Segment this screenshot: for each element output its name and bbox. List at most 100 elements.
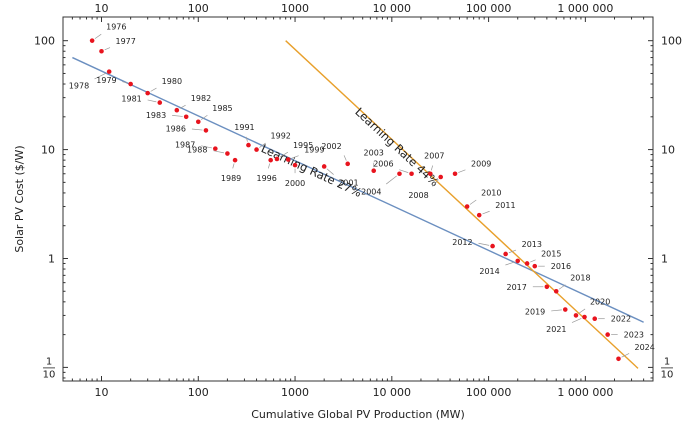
label-leader xyxy=(558,284,566,290)
label-leader xyxy=(259,142,266,148)
point-label-1995: 1995 xyxy=(293,141,313,150)
point-label-1991: 1991 xyxy=(234,123,254,132)
x-tick-label: 100 xyxy=(188,386,209,399)
point-label-2016: 2016 xyxy=(551,262,571,271)
data-point-2010 xyxy=(464,204,470,209)
data-point-2017 xyxy=(544,284,550,290)
label-leader xyxy=(530,259,536,263)
point-label-2012: 2012 xyxy=(452,238,472,247)
label-leader xyxy=(279,151,289,158)
point-label-2004: 2004 xyxy=(361,188,381,197)
point-label-2009: 2009 xyxy=(471,160,491,169)
point-label-2003: 2003 xyxy=(364,149,384,158)
label-leader xyxy=(232,163,235,169)
point-label-2001: 2001 xyxy=(338,178,358,187)
point-label-2002: 2002 xyxy=(321,142,341,151)
label-leader xyxy=(94,33,102,39)
data-point-2020 xyxy=(573,313,579,318)
point-label-2015: 2015 xyxy=(541,249,561,258)
point-label-1985: 1985 xyxy=(212,104,232,113)
label-leader xyxy=(213,150,225,154)
data-point-1996 xyxy=(268,157,273,163)
data-point-1999 xyxy=(285,157,291,162)
label-leader xyxy=(122,81,128,84)
label-leader xyxy=(200,114,208,121)
label-leader xyxy=(430,165,434,171)
label-leader xyxy=(150,87,157,92)
point-label-2024: 2024 xyxy=(634,343,654,352)
point-label-1977: 1977 xyxy=(116,37,136,46)
point-label-1988: 1988 xyxy=(187,146,207,155)
point-label-1989: 1989 xyxy=(221,174,241,183)
y-tick-label: 1 xyxy=(48,252,55,265)
x-tick-label-top: 100 xyxy=(188,2,209,15)
x-tick-label: 1 000 000 xyxy=(557,386,613,399)
label-leader xyxy=(267,163,271,169)
point-label-1983: 1983 xyxy=(146,111,166,120)
y-tick-label-right: 100 xyxy=(661,35,682,48)
y-tick-label-right-numerator: 1 xyxy=(664,356,670,367)
x-tick-label: 10 xyxy=(95,386,109,399)
label-leader xyxy=(191,128,203,131)
y-tick-label: 10 xyxy=(41,144,55,157)
point-label-1992: 1992 xyxy=(271,132,291,141)
point-label-1982: 1982 xyxy=(191,94,211,103)
data-point-2003 xyxy=(371,168,377,173)
label-leader xyxy=(478,242,490,246)
data-point-1991 xyxy=(246,142,251,148)
point-label-2013: 2013 xyxy=(522,240,542,249)
data-point-1989 xyxy=(232,157,238,163)
data-point-2021 xyxy=(582,314,587,320)
label-leader xyxy=(399,169,409,173)
point-label-1986: 1986 xyxy=(166,124,186,133)
x-tick-label: 100 000 xyxy=(466,386,512,399)
point-label-1978: 1978 xyxy=(69,82,89,91)
data-point-2006 xyxy=(409,171,414,177)
axis-ticks: 10 10 100 100 1000 1000 10 000 10 000 100 000 100… xyxy=(34,2,682,399)
trend-line xyxy=(72,56,644,323)
label-leader xyxy=(571,318,582,323)
label-leader xyxy=(94,72,107,80)
label-leader xyxy=(621,353,630,358)
data-point-1976 xyxy=(89,38,95,43)
plot-frame xyxy=(62,16,654,382)
y-tick-label-right: 1 xyxy=(661,252,668,265)
data-point-1987 xyxy=(213,146,218,151)
data-point-1995 xyxy=(274,156,280,162)
data-point-2004 xyxy=(397,171,402,177)
label-leader xyxy=(458,169,466,173)
y-tick-label-denominator: 10 xyxy=(43,369,56,380)
data-point-2016 xyxy=(532,263,538,269)
x-tick-label: 10 000 xyxy=(373,386,412,399)
x-tick-label-top: 10 000 xyxy=(373,2,412,15)
data-point-1985 xyxy=(195,119,201,125)
data-point-1986 xyxy=(203,128,209,133)
x-tick-label-top: 1 000 000 xyxy=(557,2,613,15)
data-point-2000 xyxy=(292,162,298,168)
y-tick-label-right-denominator: 10 xyxy=(661,369,674,380)
y-axis-title: Solar PV Cost ($/W) xyxy=(13,145,26,252)
point-label-1981: 1981 xyxy=(121,95,141,104)
x-tick-label-top: 100 000 xyxy=(466,2,512,15)
label-leader xyxy=(326,168,334,175)
data-point-1983 xyxy=(183,114,189,120)
point-label-2018: 2018 xyxy=(570,273,590,282)
point-label-2021: 2021 xyxy=(546,325,566,334)
point-label-2007: 2007 xyxy=(424,152,444,161)
y-tick-label-numerator: 1 xyxy=(46,356,52,367)
point-label-1980: 1980 xyxy=(162,77,182,86)
point-label-1996: 1996 xyxy=(257,174,277,183)
point-label-2020: 2020 xyxy=(590,297,610,306)
label-leader xyxy=(201,145,212,149)
data-point-1988 xyxy=(225,151,230,156)
data-point-2024 xyxy=(616,356,621,362)
label-leader xyxy=(386,175,397,185)
data-point-1982 xyxy=(174,107,180,113)
point-label-2022: 2022 xyxy=(611,315,631,324)
data-point-2023 xyxy=(605,332,610,337)
x-tick-label: 1000 xyxy=(281,386,309,399)
point-label-2000: 2000 xyxy=(285,179,305,188)
trend-lines: Learning Rate 27%Learning Rate 44% xyxy=(72,40,644,369)
label-leader xyxy=(104,47,111,51)
